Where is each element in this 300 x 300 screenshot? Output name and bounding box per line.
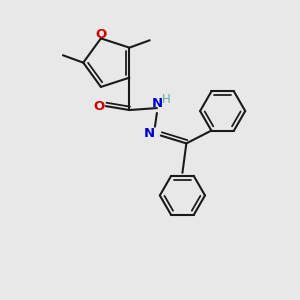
Text: N: N	[143, 127, 155, 140]
Text: O: O	[95, 28, 106, 41]
Text: H: H	[162, 93, 171, 106]
Text: N: N	[151, 97, 163, 110]
Text: O: O	[93, 100, 105, 112]
